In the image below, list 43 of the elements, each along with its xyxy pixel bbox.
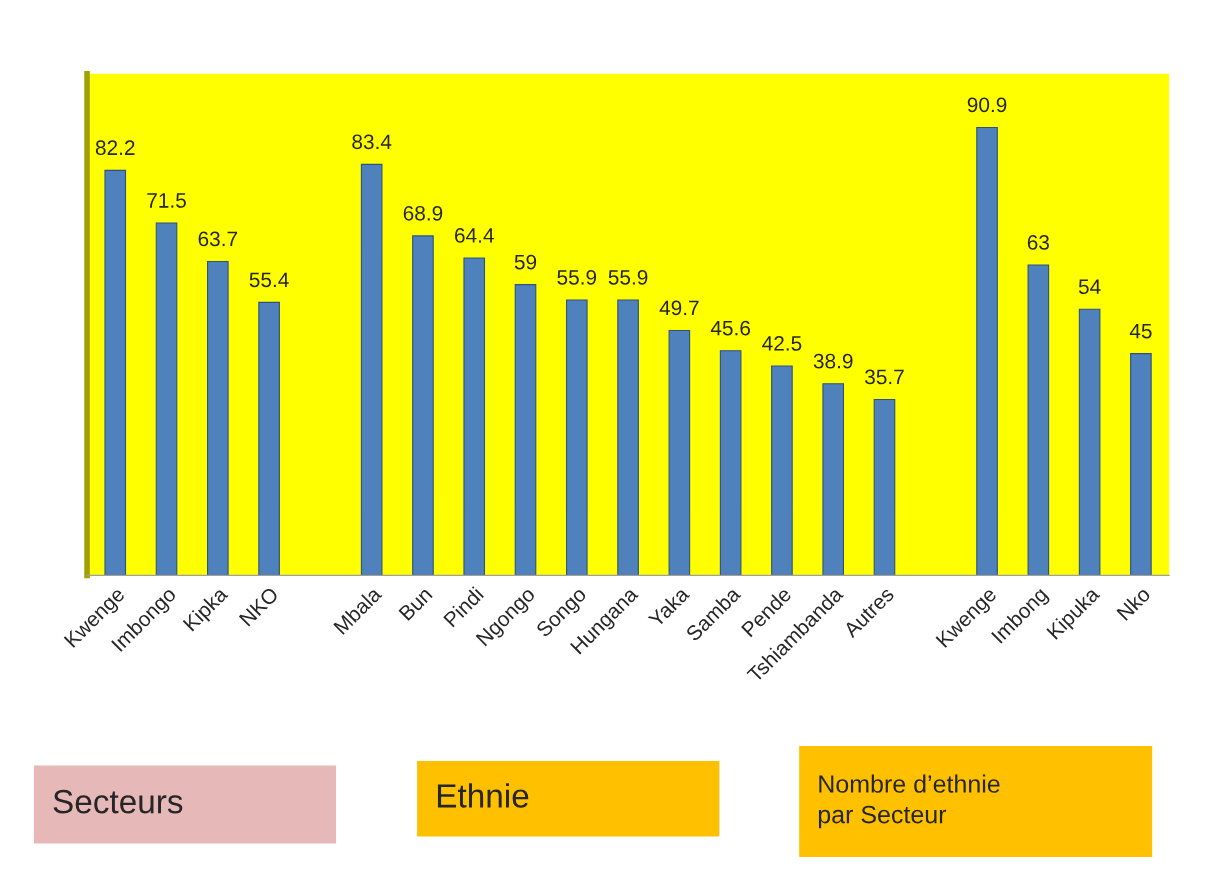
text: Secteurs	[53, 789, 183, 814]
data-label: 45	[1129, 323, 1152, 339]
data-label: 71.5	[147, 193, 186, 208]
data-label: 63.7	[198, 231, 238, 247]
text: Nombre d’ethnie par Secteur	[818, 774, 1000, 829]
data-label: 55.4	[249, 272, 289, 288]
x-tick-label: Bun	[398, 586, 433, 621]
data-label: 59	[514, 254, 537, 270]
bar	[1078, 308, 1101, 576]
x-tick-label: Nko	[1115, 585, 1152, 621]
bar	[1130, 353, 1152, 576]
data-label: 90.9	[967, 97, 1007, 113]
data-label: 38.9	[813, 353, 853, 369]
bar	[207, 260, 229, 576]
text: Ethnie	[437, 783, 529, 808]
data-label: 55.9	[608, 269, 648, 285]
data-label: 55.9	[557, 269, 597, 285]
bar	[360, 163, 383, 576]
bar	[617, 299, 639, 576]
data-label: 35.7	[865, 369, 904, 385]
data-label: 82.2	[95, 140, 135, 156]
bar	[463, 257, 486, 576]
bar	[771, 365, 793, 576]
data-label: 68.9	[403, 205, 443, 221]
data-label: 63	[1027, 234, 1050, 250]
bar	[155, 222, 178, 576]
bar	[412, 235, 434, 576]
bar	[822, 383, 845, 576]
bar	[258, 301, 280, 576]
bar	[104, 169, 127, 576]
data-label: 45.6	[710, 320, 750, 336]
bar	[873, 398, 896, 576]
data-label: 83.4	[352, 134, 392, 150]
bar	[719, 350, 742, 576]
bar	[1027, 264, 1050, 576]
data-label: 54	[1078, 279, 1101, 295]
data-label: 42.5	[762, 336, 802, 351]
bar	[565, 299, 588, 576]
bar	[976, 126, 998, 576]
data-label: 64.4	[455, 228, 494, 243]
bar	[514, 284, 537, 576]
bar	[668, 329, 691, 576]
data-label: 49.7	[659, 300, 699, 316]
